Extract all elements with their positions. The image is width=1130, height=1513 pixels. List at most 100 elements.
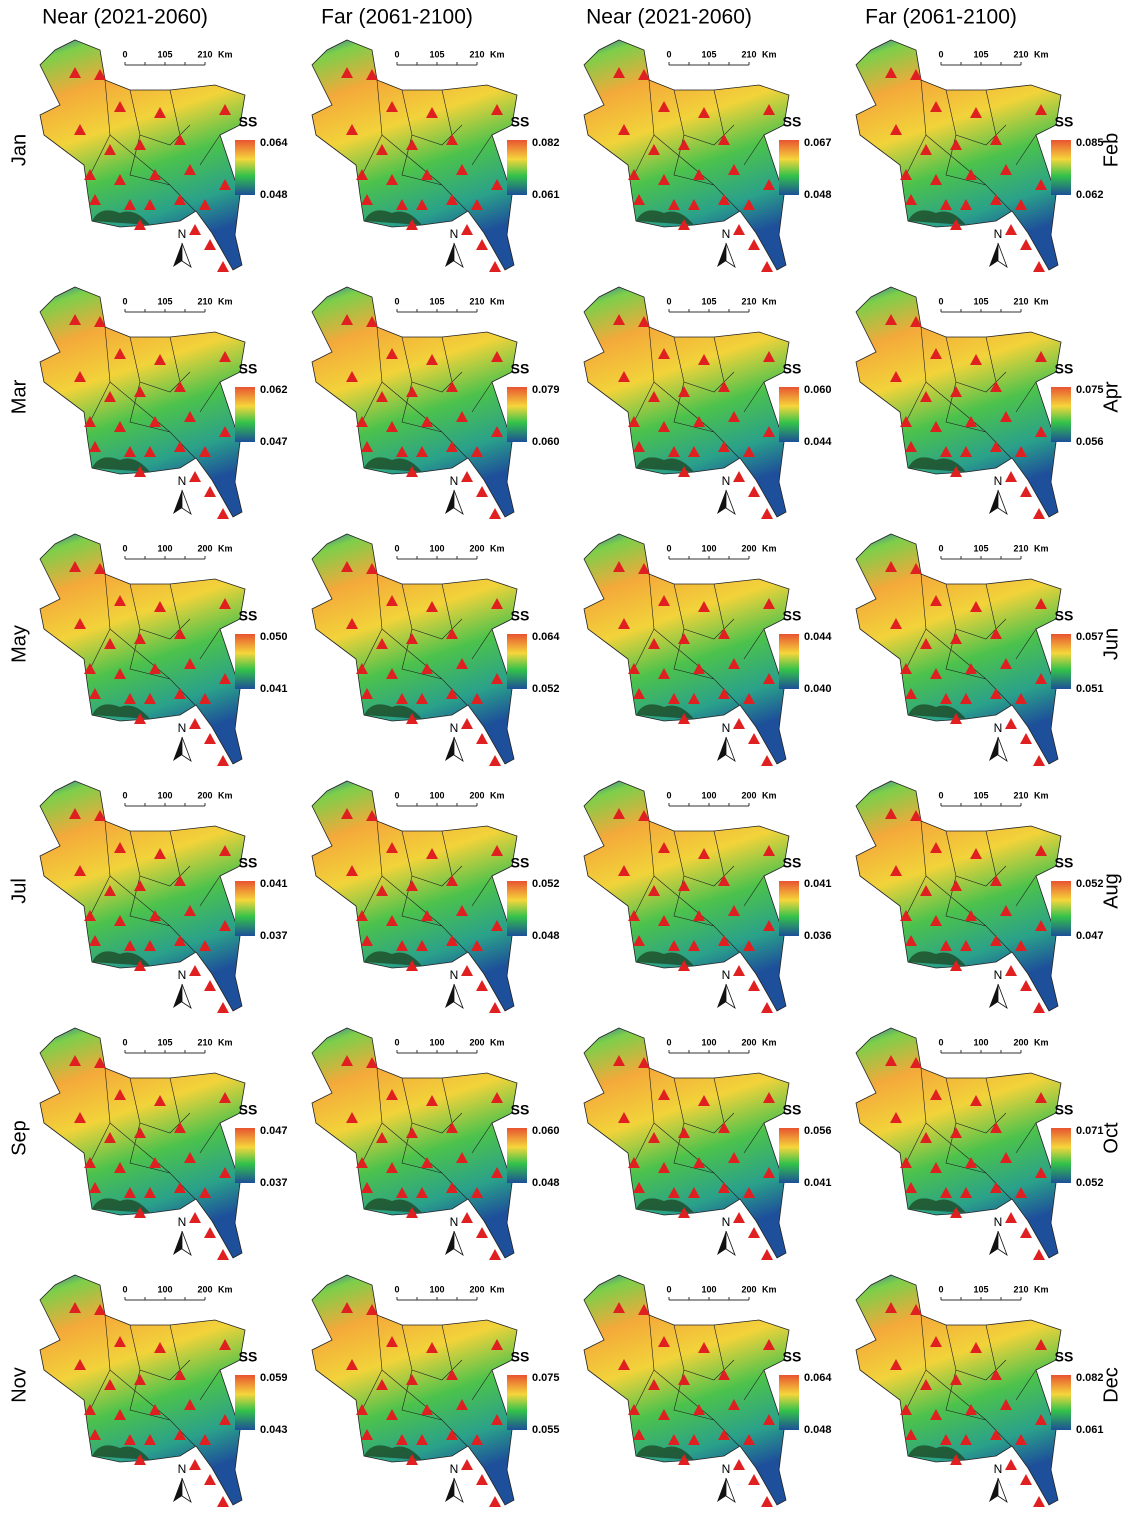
north-label: N [722, 1215, 731, 1229]
station-marker [633, 441, 645, 452]
station-marker [648, 638, 660, 649]
station-marker [94, 1304, 106, 1315]
station-marker [84, 416, 96, 427]
station-marker [456, 1152, 468, 1163]
station-marker [219, 426, 231, 437]
station-marker [189, 1212, 201, 1223]
station-marker [688, 199, 700, 210]
sundarbans [636, 1445, 694, 1460]
north-label: N [178, 474, 187, 488]
scale-label: 200 [1013, 1037, 1028, 1047]
legend-max: 0.067 [804, 137, 832, 149]
station-marker [761, 755, 773, 766]
station-marker [763, 920, 775, 931]
scale-label: 0 [666, 1284, 671, 1294]
scale-unit: Km [762, 790, 777, 800]
station-marker [199, 1187, 211, 1198]
station-marker [134, 1454, 146, 1465]
map-panel: 0 105 210 Km SS0.075 0.056 N [855, 286, 1104, 519]
station-marker [346, 1359, 358, 1370]
station-marker [1033, 1002, 1045, 1013]
station-marker [960, 693, 972, 704]
scale-label: 0 [666, 543, 671, 553]
station-marker [678, 960, 690, 971]
map-region [39, 533, 246, 765]
station-marker [189, 1459, 201, 1470]
station-marker [386, 1089, 398, 1100]
station-marker [446, 1122, 458, 1133]
legend-max: 0.075 [1076, 384, 1104, 396]
station-marker [69, 1055, 81, 1066]
scale-label: 100 [429, 543, 444, 553]
station-marker [698, 1095, 710, 1106]
north-arrow [717, 737, 726, 761]
station-marker [74, 865, 86, 876]
station-marker [950, 960, 962, 971]
north-arrow [717, 243, 726, 267]
station-marker [356, 1157, 368, 1168]
station-marker [950, 1374, 962, 1385]
station-marker [668, 940, 680, 951]
scale-label: 210 [1013, 543, 1028, 553]
station-marker [366, 563, 378, 574]
legend-title: SS [1055, 855, 1074, 871]
station-marker [743, 446, 755, 457]
month-label-right: Apr [1100, 381, 1122, 412]
station-marker [114, 842, 126, 853]
station-marker [638, 563, 650, 574]
station-marker [648, 1379, 660, 1390]
station-marker [678, 466, 690, 477]
north-arrow [997, 736, 1008, 763]
station-marker [761, 1002, 773, 1013]
station-marker [144, 446, 156, 457]
station-marker [174, 1429, 186, 1440]
sundarbans [636, 1198, 694, 1213]
legend-title: SS [783, 608, 802, 624]
station-marker [960, 1187, 972, 1198]
station-marker [763, 673, 775, 684]
legend-title: SS [783, 1349, 802, 1365]
north-arrow [453, 1230, 464, 1257]
north-label: N [722, 474, 731, 488]
legend-title: SS [239, 855, 258, 871]
scale-unit: Km [218, 790, 233, 800]
station-marker [134, 466, 146, 477]
station-marker [341, 808, 353, 819]
station-marker [885, 1055, 897, 1066]
station-marker [930, 668, 942, 679]
station-marker [1033, 1496, 1045, 1507]
station-marker [219, 1414, 231, 1425]
station-marker [965, 1404, 977, 1415]
north-arrow [997, 1230, 1008, 1257]
station-marker [174, 441, 186, 452]
station-marker [658, 421, 670, 432]
station-marker [421, 910, 433, 921]
north-arrow [173, 737, 182, 761]
station-marker [184, 411, 196, 422]
station-marker [217, 1002, 229, 1013]
sundarbans [92, 457, 150, 472]
station-marker [446, 628, 458, 639]
station-marker [638, 1304, 650, 1315]
scale-label: 100 [429, 790, 444, 800]
station-marker [189, 965, 201, 976]
station-marker [154, 107, 166, 118]
station-marker [471, 693, 483, 704]
map-region [311, 780, 518, 1012]
station-marker [728, 1152, 740, 1163]
station-marker [476, 486, 488, 497]
station-marker [628, 1404, 640, 1415]
scale-label: 105 [429, 49, 444, 59]
station-marker [461, 471, 473, 482]
station-marker [341, 1055, 353, 1066]
station-marker [114, 1089, 126, 1100]
scale-label: 105 [973, 543, 988, 553]
station-marker [406, 960, 418, 971]
station-marker [905, 1182, 917, 1193]
station-marker [743, 940, 755, 951]
station-marker [890, 1359, 902, 1370]
station-marker [638, 316, 650, 327]
station-marker [1015, 446, 1027, 457]
scale-unit: Km [218, 49, 233, 59]
station-marker [885, 561, 897, 572]
